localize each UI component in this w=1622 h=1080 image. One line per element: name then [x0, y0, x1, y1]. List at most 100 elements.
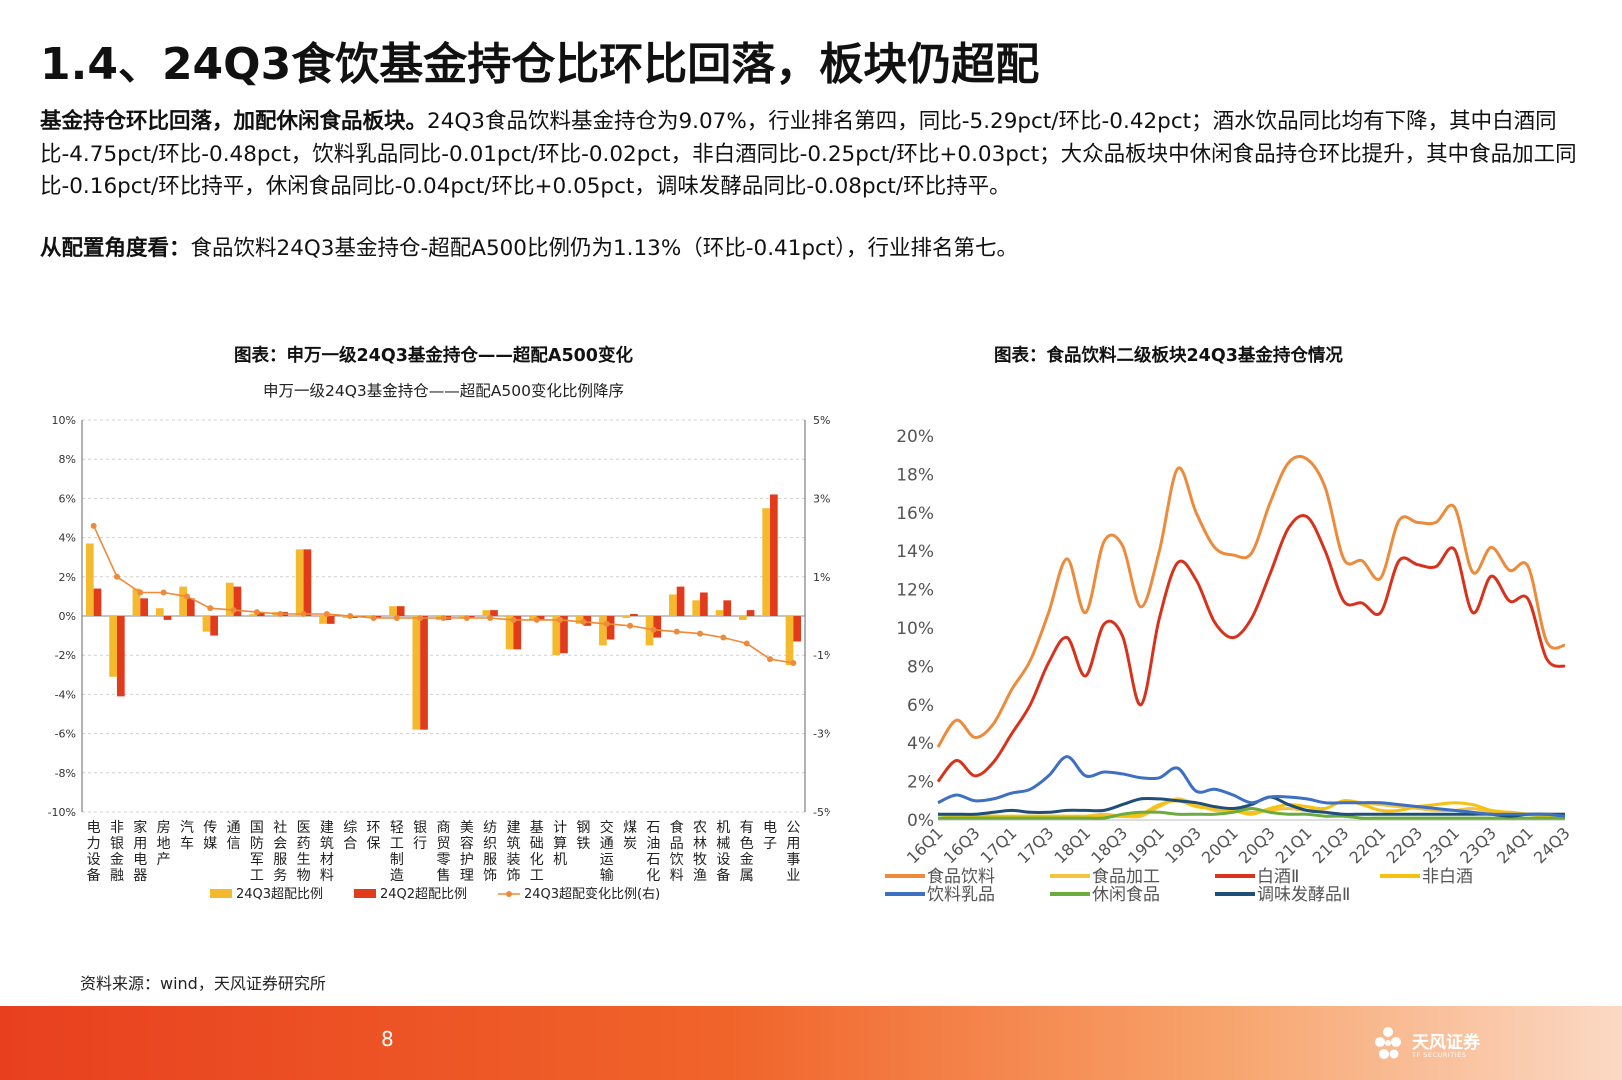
- bar: [319, 616, 327, 624]
- logo-name: 天风证券: [1412, 1033, 1480, 1053]
- x-tick-char: 炭: [623, 836, 637, 852]
- x-tick-char: 信: [227, 836, 241, 852]
- x-tick-char: 油: [646, 836, 660, 852]
- x-tick-char: 车: [180, 835, 194, 852]
- x-tick-char: 石: [646, 852, 660, 868]
- legend-label: 白酒Ⅱ: [1257, 867, 1299, 887]
- line-point: [603, 620, 610, 627]
- x-tick-char: 色: [740, 835, 754, 852]
- y-left-tick: -10%: [48, 806, 76, 819]
- bar: [342, 616, 351, 618]
- bar: [560, 616, 568, 654]
- legend-label: 饮料乳品: [927, 885, 995, 905]
- line-point: [90, 522, 97, 529]
- line-point: [440, 614, 447, 621]
- x-tick-char: 计: [553, 820, 567, 836]
- y-tick: 16%: [896, 504, 934, 524]
- bar: [116, 616, 125, 697]
- bar: [155, 608, 164, 616]
- bar: [412, 616, 421, 730]
- x-tick-char: 属: [740, 868, 754, 884]
- line-point: [557, 616, 564, 623]
- x-tick-char: 合: [343, 836, 357, 852]
- tf-logo-icon: [1375, 1027, 1401, 1059]
- x-tick-char: 军: [250, 852, 264, 868]
- x-tick-char: 融: [110, 868, 124, 884]
- legend-label: 24Q2超配比例: [380, 887, 467, 902]
- x-tick: 23Q3: [1456, 823, 1500, 867]
- x-tick-char: 力: [87, 836, 101, 852]
- series-line-3: [937, 799, 1566, 818]
- bar: [738, 616, 747, 620]
- data-source: 资料来源：wind，天风证券研究所: [80, 974, 326, 993]
- bar: [715, 610, 724, 616]
- x-tick-char: 机: [716, 820, 730, 836]
- holding-line-chart: 20%18%16%14%12%10%8%6%4%2%0%16Q116Q317Q1…: [885, 427, 1574, 905]
- bar: [373, 616, 382, 618]
- y-left-tick: -2%: [55, 649, 76, 662]
- line-point: [323, 611, 330, 618]
- bar: [529, 616, 537, 620]
- bar: [389, 606, 397, 616]
- x-tick-char: 工: [390, 836, 404, 852]
- x-tick-char: 药: [297, 836, 311, 852]
- x-tick-char: 筑: [320, 836, 334, 852]
- summary-text: 24Q3食品饮料基金持仓为9.07%，行业排名第四，同比-5.29pct/环比-…: [40, 109, 1577, 199]
- x-tick-char: 商: [437, 820, 451, 836]
- bar: [179, 586, 187, 616]
- x-tick-char: 子: [763, 836, 777, 852]
- x-tick-char: 汽: [180, 820, 194, 836]
- line-point: [277, 611, 284, 618]
- bar: [770, 494, 778, 616]
- x-tick-char: 运: [600, 852, 614, 868]
- x-tick-char: 银: [413, 820, 427, 836]
- x-tick-char: 家: [133, 819, 147, 836]
- x-tick-char: 容: [460, 835, 474, 852]
- x-tick-char: 料: [320, 868, 334, 884]
- line-point: [673, 628, 680, 635]
- bar: [746, 610, 755, 616]
- x-tick-char: 造: [390, 868, 404, 884]
- line-point: [510, 616, 517, 623]
- x-tick: 20Q1: [1198, 823, 1242, 867]
- x-tick-char: 电: [763, 820, 777, 836]
- x-tick-char: 务: [273, 868, 287, 884]
- bar: [505, 616, 514, 650]
- bar: [466, 616, 475, 618]
- footer-bar: [0, 1006, 1622, 1080]
- y-left-tick: 6%: [59, 492, 76, 505]
- bar: [85, 543, 94, 616]
- line-point: [347, 613, 354, 619]
- x-tick-char: 服: [273, 852, 287, 868]
- x-tick-char: 制: [390, 852, 404, 868]
- line-point: [743, 640, 750, 647]
- bar: [303, 549, 312, 616]
- x-tick-char: 物: [297, 868, 311, 884]
- legend-label: 24Q3超配比例: [236, 887, 323, 902]
- x-tick: 23Q1: [1419, 823, 1463, 867]
- summary-lead: 基金持仓环比回落，加配休闲食品板块。: [40, 109, 428, 134]
- bar: [93, 588, 102, 616]
- x-tick: 24Q3: [1530, 823, 1574, 867]
- line-point: [253, 609, 260, 616]
- line-point: [767, 656, 774, 663]
- line-point: [720, 634, 727, 641]
- legend-swatch: [354, 889, 376, 898]
- series-line-2: [936, 513, 1566, 783]
- bar: [163, 616, 172, 620]
- bar: [513, 616, 522, 650]
- line-point: [650, 626, 657, 633]
- x-tick-char: 煤: [623, 820, 637, 836]
- x-tick-char: 备: [87, 867, 101, 884]
- x-tick-char: 钢: [576, 820, 590, 836]
- bar: [459, 616, 467, 618]
- bar: [599, 616, 607, 646]
- x-tick-char: 环: [367, 820, 381, 836]
- y-tick: 4%: [907, 734, 934, 754]
- legend-swatch: [210, 889, 232, 898]
- y-left-tick: -8%: [55, 767, 76, 780]
- x-tick: 19Q3: [1161, 823, 1205, 867]
- bar: [186, 598, 195, 616]
- bar: [132, 588, 141, 616]
- legend-label: 休闲食品: [1092, 885, 1160, 905]
